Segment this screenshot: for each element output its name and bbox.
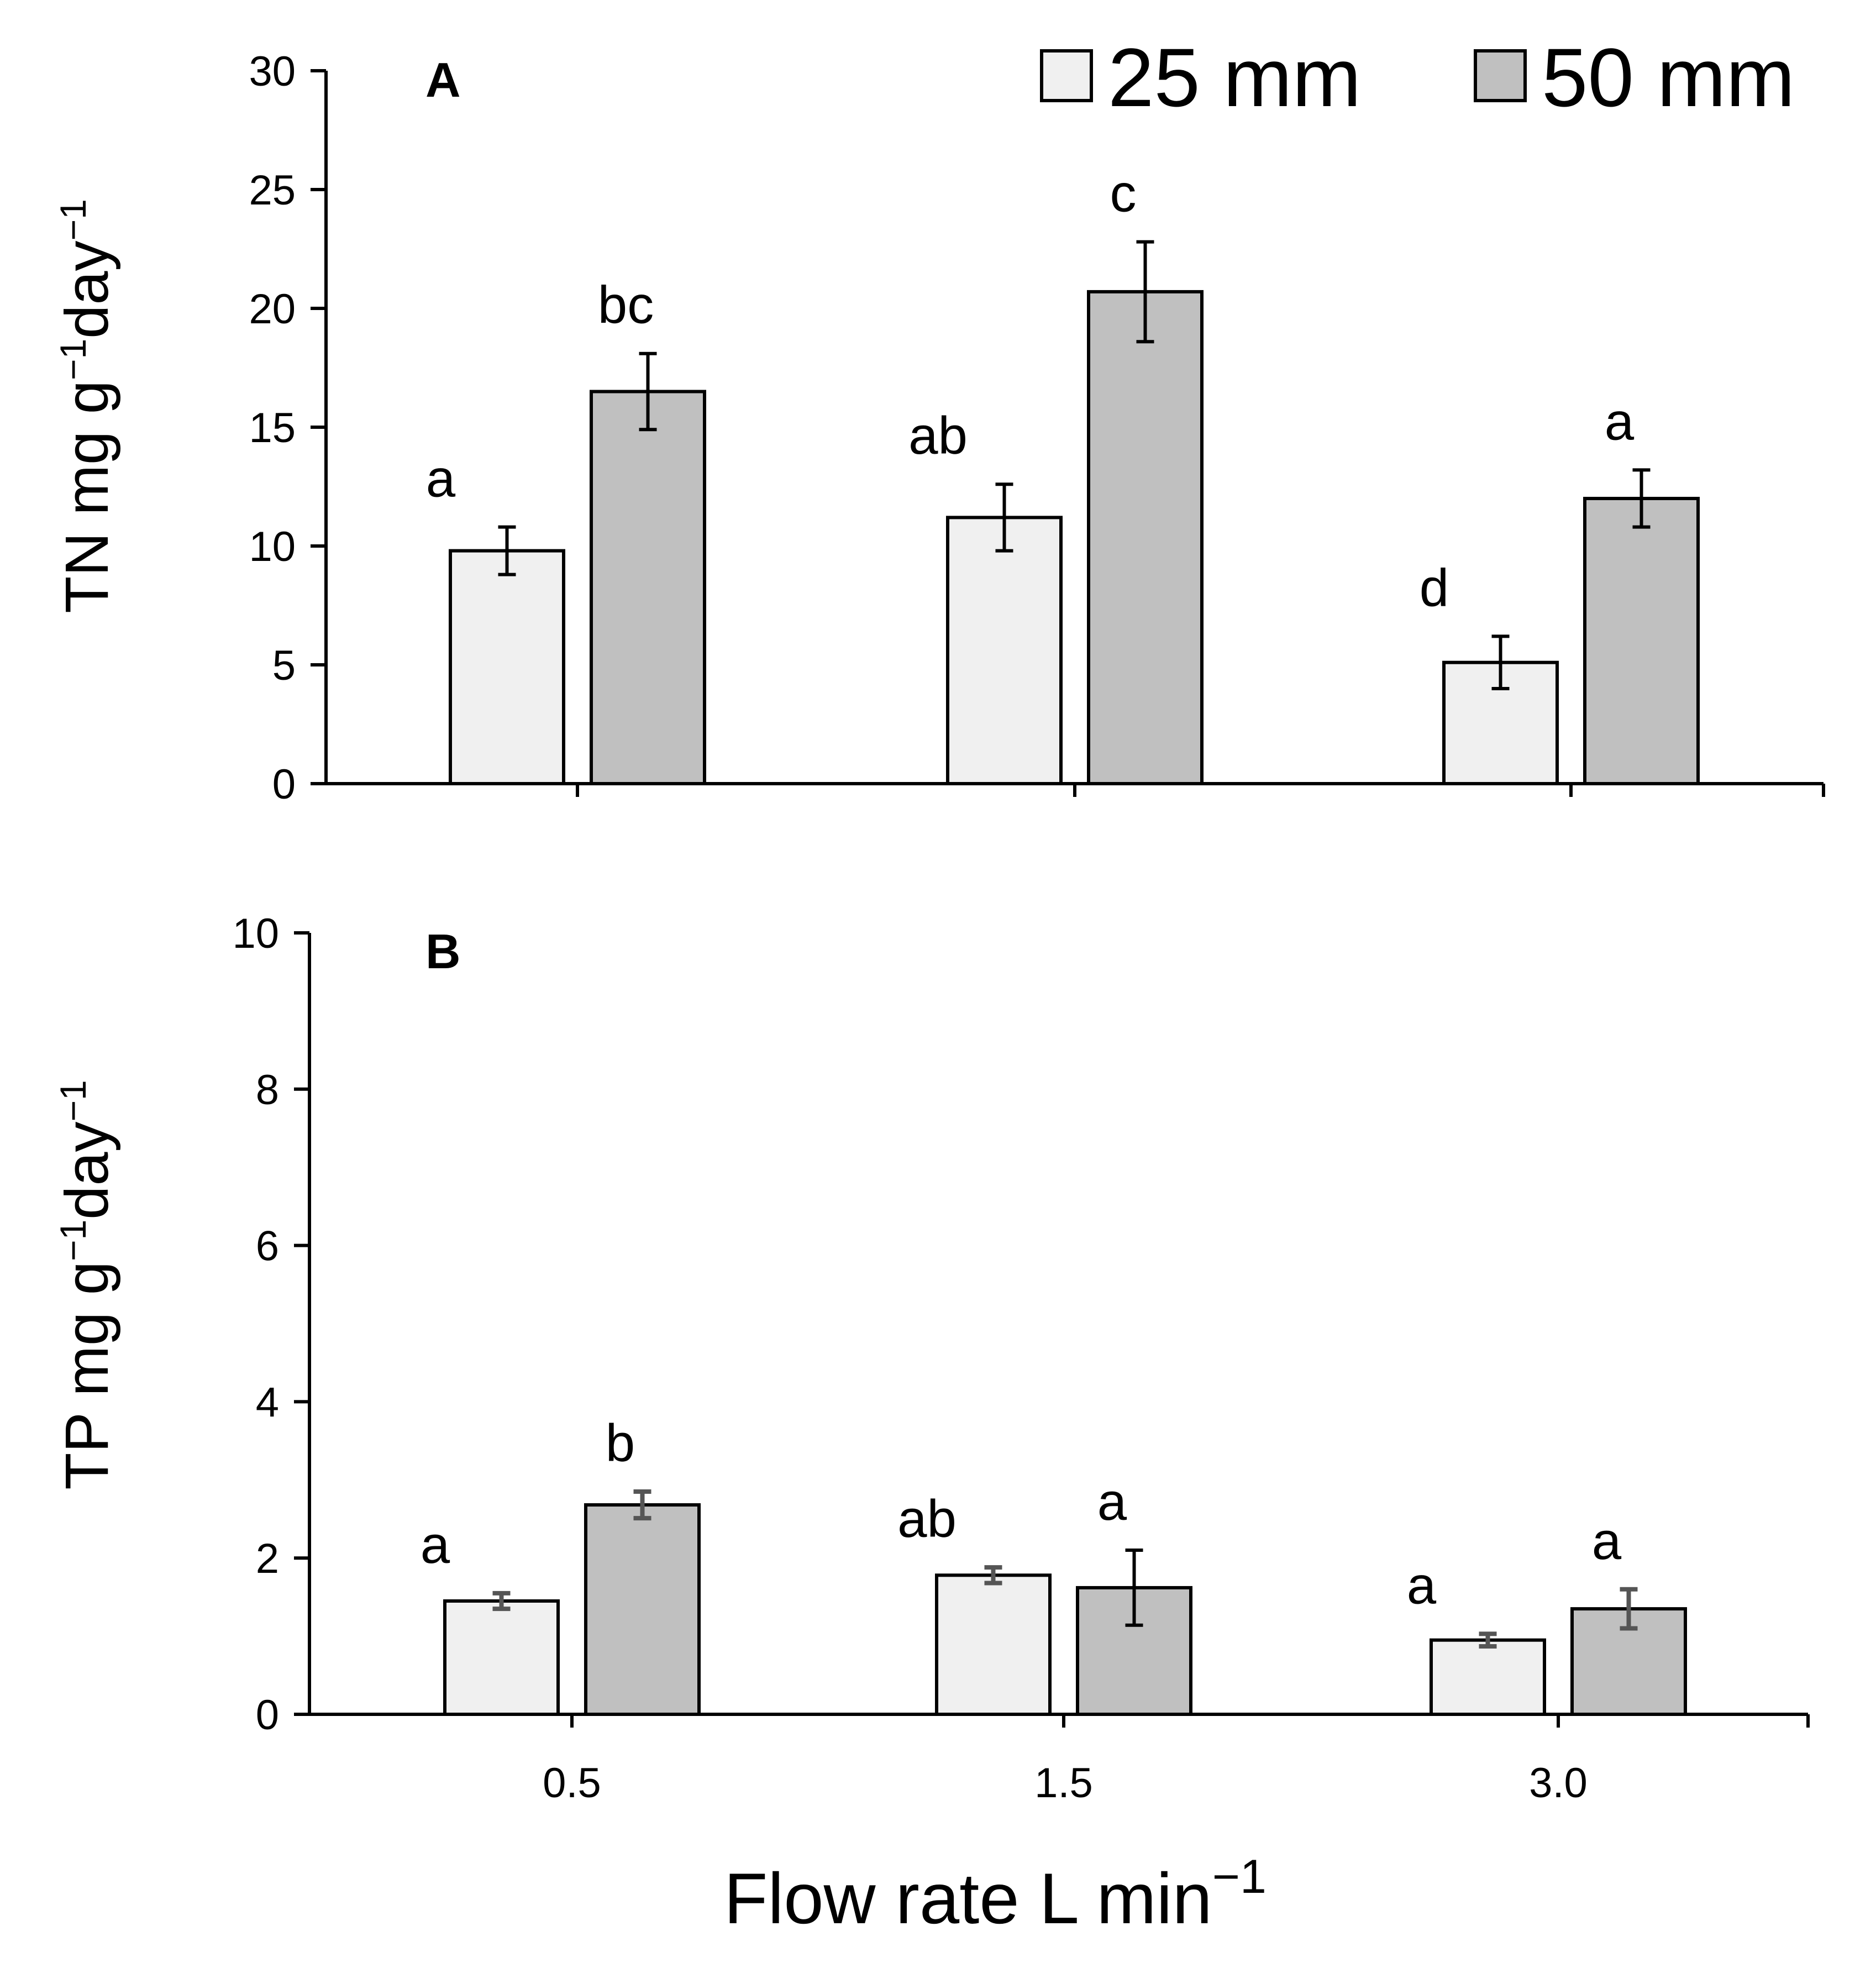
x-tick-label: 3.0 [1529,1760,1588,1807]
y-axis-title-tn-sup2: −1 [52,199,93,240]
y-axis-title-tp-sup2: −1 [52,1080,93,1121]
y-tick-label: 6 [256,1223,279,1270]
x-axis-title-sup: −1 [1212,1850,1267,1903]
legend: 25 mm 50 mm [1040,31,1795,124]
y-tick-label: 4 [256,1379,279,1426]
significance-letter: a [426,449,456,508]
significance-letter: c [1110,164,1137,223]
legend-swatch-25mm [1040,49,1093,102]
bar-50mm-3.0 [1583,497,1700,785]
y-axis-title-tn: TN mg g−1day−1 [52,199,121,613]
y-axis-title-tn-sup1: −1 [52,339,93,380]
legend-label-50mm: 50 mm [1542,31,1795,124]
significance-letter: bc [598,276,654,335]
x-axis-title-text: Flow rate L min [724,1858,1212,1939]
x-tick-label: 0.5 [543,1760,601,1807]
y-tick-label: 0 [256,1692,279,1739]
significance-letter: ab [908,406,968,465]
significance-letter: a [421,1515,450,1574]
y-axis-title-tn-part2: day [53,240,121,338]
significance-letter: b [606,1414,635,1473]
y-tick-label: 2 [256,1535,279,1582]
bar-50mm-0.5 [584,1503,701,1717]
bar-50mm-1.5 [1087,290,1204,785]
y-tick-label: 10 [232,910,279,957]
y-tick-label: 20 [249,286,296,333]
y-tick-label: 30 [249,48,296,95]
bar-50mm-0.5 [590,390,706,785]
legend-label-25mm: 25 mm [1108,31,1361,124]
significance-letter: a [1592,1511,1622,1571]
significance-letter: a [1097,1472,1127,1531]
y-axis-title-tp-part2: day [53,1121,121,1219]
bar-25mm-0.5 [443,1599,560,1716]
y-axis-title-tp: TP mg g−1day−1 [52,1080,121,1490]
significance-letter: a [1605,392,1635,451]
significance-letter: ab [897,1489,957,1549]
panel-label-b: B [425,924,461,979]
x-axis-title: Flow rate L min−1 [724,1850,1267,1939]
y-tick-label: 5 [272,642,296,689]
legend-swatch-50mm [1474,49,1527,102]
y-tick-label: 10 [249,523,296,570]
y-tick-label: 0 [272,761,296,808]
bar-25mm-1.5 [935,1573,1052,1717]
y-tick-label: 15 [249,405,296,452]
significance-letter: a [1407,1556,1437,1615]
y-tick-label: 8 [256,1067,279,1114]
y-axis-title-tp-sup1: −1 [52,1220,93,1261]
y-axis-title-tp-part1: TP mg g [53,1261,121,1490]
y-axis-title-tn-part1: TN mg g [53,380,121,613]
x-tick-label: 1.5 [1034,1760,1093,1807]
bar-25mm-0.5 [449,549,565,785]
y-tick-label: 25 [249,167,296,214]
panel-label-a: A [425,53,461,107]
bar-25mm-1.5 [946,516,1063,786]
bar-25mm-3.0 [1430,1638,1546,1716]
significance-letter: d [1420,558,1449,617]
